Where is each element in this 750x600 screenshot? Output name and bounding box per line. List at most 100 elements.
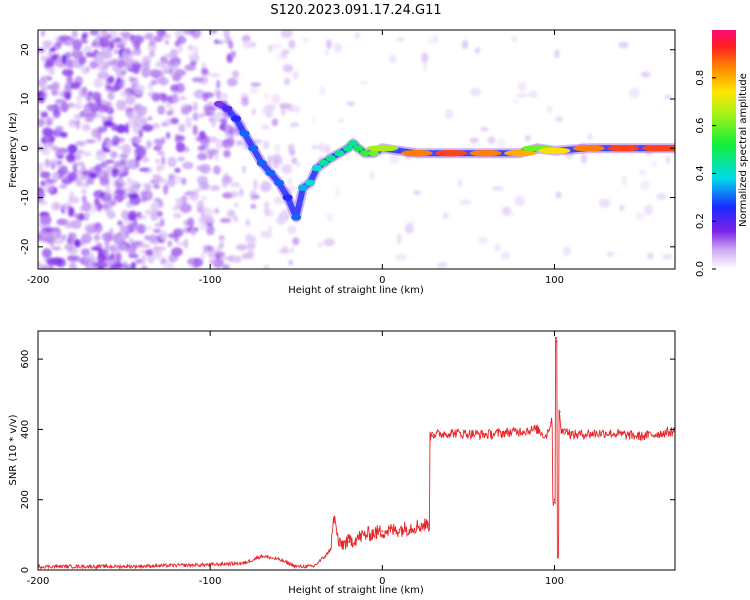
snr-point [381, 530, 384, 533]
colorbar-tick-label: 0.4 [695, 165, 706, 181]
noise-speckle [49, 47, 56, 53]
noise-speckle [107, 60, 116, 66]
ridge-point [368, 150, 379, 157]
noise-speckle [144, 235, 150, 240]
noise-speckle [219, 118, 228, 124]
noise-speckle [234, 202, 239, 209]
noise-speckle [241, 34, 251, 43]
noise-speckle [209, 136, 218, 143]
noise-speckle [157, 150, 166, 156]
noise-speckle [113, 49, 118, 54]
noise-speckle [141, 117, 148, 127]
noise-speckle [326, 212, 334, 223]
noise-speckle [280, 108, 286, 116]
noise-speckle [47, 116, 56, 122]
noise-speckle [141, 197, 147, 203]
noise-speckle [219, 218, 232, 223]
snr-point [324, 555, 327, 557]
noise-speckle [67, 246, 78, 255]
ridge-point [607, 145, 640, 152]
noise-speckles [38, 30, 673, 269]
spectrogram-x-axis-label: Height of straight line (km) [288, 285, 424, 296]
ridge-point [222, 105, 233, 113]
noise-speckle [198, 181, 210, 190]
noise-speckle [644, 204, 654, 216]
noise-speckle [141, 55, 152, 65]
ridge-point [360, 150, 371, 157]
noise-speckle [147, 116, 153, 121]
noise-speckle [152, 123, 160, 129]
noise-speckle [140, 244, 151, 248]
noise-speckle [41, 237, 52, 243]
noise-speckle [598, 198, 611, 208]
snr-point [536, 428, 539, 431]
noise-speckle [71, 219, 82, 230]
noise-speckle [71, 30, 78, 38]
noise-speckle [145, 209, 151, 216]
noise-speckle [647, 252, 654, 260]
noise-speckle [162, 33, 172, 39]
snr-x-ticks: -200 -100 0 100 [27, 331, 564, 587]
noise-speckle [83, 111, 89, 122]
noise-speckle [250, 204, 257, 209]
snr-background [38, 331, 675, 570]
snr-point [433, 433, 435, 436]
snr-point [364, 534, 366, 536]
noise-speckle [225, 122, 230, 133]
noise-speckle [496, 138, 506, 150]
noise-speckle [117, 243, 128, 252]
noise-speckle [389, 54, 397, 64]
noise-speckle [289, 122, 300, 128]
noise-speckle [235, 244, 248, 251]
noise-speckle [250, 82, 262, 87]
noise-speckle [163, 184, 169, 195]
noise-speckle [158, 77, 169, 86]
noise-speckle [122, 32, 133, 41]
noise-speckle [274, 143, 281, 153]
snr-panel: -200 -100 0 100 0 200 400 600 Height of straig… [8, 330, 676, 596]
noise-speckle [422, 61, 428, 72]
noise-speckle [152, 228, 162, 234]
noise-speckle [177, 156, 186, 162]
noise-speckle [271, 43, 283, 50]
noise-speckle [198, 130, 206, 140]
noise-speckle [197, 200, 204, 206]
noise-speckle [90, 61, 98, 69]
noise-speckle [281, 164, 293, 174]
noise-speckle [106, 101, 113, 109]
noise-speckle [444, 108, 454, 120]
ridge-point [239, 130, 250, 137]
noise-speckle [661, 253, 673, 260]
noise-speckle [209, 30, 218, 34]
noise-speckle [85, 52, 96, 58]
noise-speckle [89, 172, 98, 179]
snr-point [558, 410, 561, 413]
noise-speckle [138, 167, 150, 172]
noise-speckle [46, 257, 58, 266]
noise-speckle [242, 40, 253, 49]
noise-speckle [324, 48, 329, 57]
noise-speckle [115, 124, 127, 134]
noise-speckle [311, 114, 317, 123]
noise-speckle [115, 79, 125, 84]
noise-speckle [514, 195, 526, 207]
noise-speckle [80, 175, 88, 180]
noise-speckle [98, 36, 110, 48]
noise-speckle [100, 104, 107, 110]
snr-point [450, 432, 453, 434]
noise-speckle [45, 57, 56, 68]
noise-speckle [83, 104, 90, 115]
noise-speckle [85, 263, 92, 269]
noise-speckle [38, 200, 48, 206]
noise-speckle [192, 101, 198, 112]
noise-speckle [268, 225, 273, 233]
noise-speckle [70, 256, 75, 267]
noise-speckle [155, 158, 160, 164]
noise-speckle [53, 231, 59, 238]
ridge-point [538, 147, 571, 154]
noise-speckle [517, 81, 527, 92]
noise-speckle [474, 47, 481, 54]
noise-speckle [72, 162, 78, 173]
ridge-point [469, 150, 502, 157]
noise-speckle [656, 193, 667, 200]
